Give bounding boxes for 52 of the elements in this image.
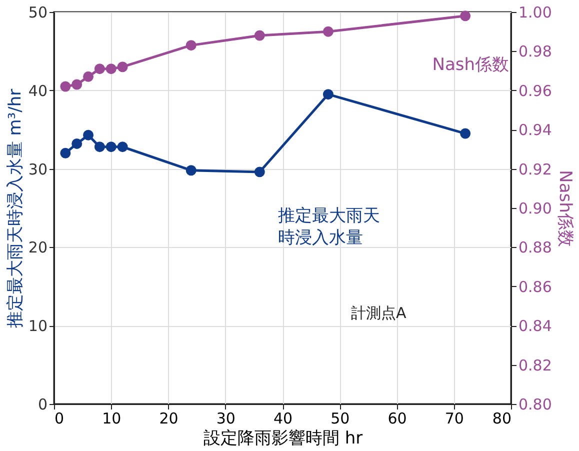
annotation: 計測点A xyxy=(351,304,408,322)
y2-tick-label: 1.00 xyxy=(518,4,552,22)
y-tick-label: 10 xyxy=(28,317,48,336)
x-tick-label: 50 xyxy=(330,410,350,428)
point xyxy=(106,64,116,74)
y2-tick-label: 0.94 xyxy=(518,121,552,140)
point xyxy=(106,142,116,152)
x-tick-label: 70 xyxy=(444,410,464,428)
x-tick-label: 60 xyxy=(388,410,407,428)
point xyxy=(94,142,105,152)
y-tick-label: 40 xyxy=(28,82,48,100)
point xyxy=(83,71,94,82)
point xyxy=(322,26,334,37)
y2-tick-label: 0.84 xyxy=(518,317,552,336)
y-tick-label: 20 xyxy=(28,238,48,257)
point xyxy=(117,62,128,72)
y-axis-title: 推定最大雨天時浸入水量 m³/hr xyxy=(5,88,26,328)
x-tick-label: 40 xyxy=(273,410,293,428)
point xyxy=(72,138,82,149)
point xyxy=(322,89,334,100)
point xyxy=(83,130,94,140)
y-tick-label: 30 xyxy=(28,160,48,178)
y2-tick-label: 0.88 xyxy=(518,238,552,257)
point xyxy=(186,40,196,51)
point xyxy=(254,166,265,178)
x-tick-label: 20 xyxy=(159,410,178,428)
y-tick-label: 0 xyxy=(38,396,48,414)
point xyxy=(460,128,471,139)
x-tick-label: 10 xyxy=(102,410,122,428)
point xyxy=(117,142,128,152)
point xyxy=(186,165,196,176)
point xyxy=(72,79,82,90)
series-label: 推定最大雨天時浸入水量 xyxy=(278,206,380,248)
x-tick-label: 0 xyxy=(54,410,64,428)
point xyxy=(94,64,105,74)
point xyxy=(60,81,71,92)
y2-tick-label: 0.90 xyxy=(518,200,552,218)
y2-tick-label: 0.98 xyxy=(518,42,552,61)
point xyxy=(254,30,265,41)
text: Nash係数 xyxy=(432,55,509,76)
point xyxy=(60,148,71,158)
y-tick-label: 50 xyxy=(28,4,48,22)
y2-tick-label: 0.92 xyxy=(518,160,552,178)
x-axis-title: 設定降雨影響時間 hr xyxy=(203,428,363,448)
y2-tick-label: 0.96 xyxy=(518,82,552,100)
y2-tick-label: 0.86 xyxy=(518,278,552,296)
y2-tick-label: 0.82 xyxy=(518,356,552,374)
y2-tick-label: 0.80 xyxy=(518,396,552,414)
point xyxy=(460,10,471,22)
y2-axis-title: Nash係数 xyxy=(554,170,575,247)
x-tick-label: 30 xyxy=(216,410,236,428)
x-tick-label: 80 xyxy=(492,410,512,428)
